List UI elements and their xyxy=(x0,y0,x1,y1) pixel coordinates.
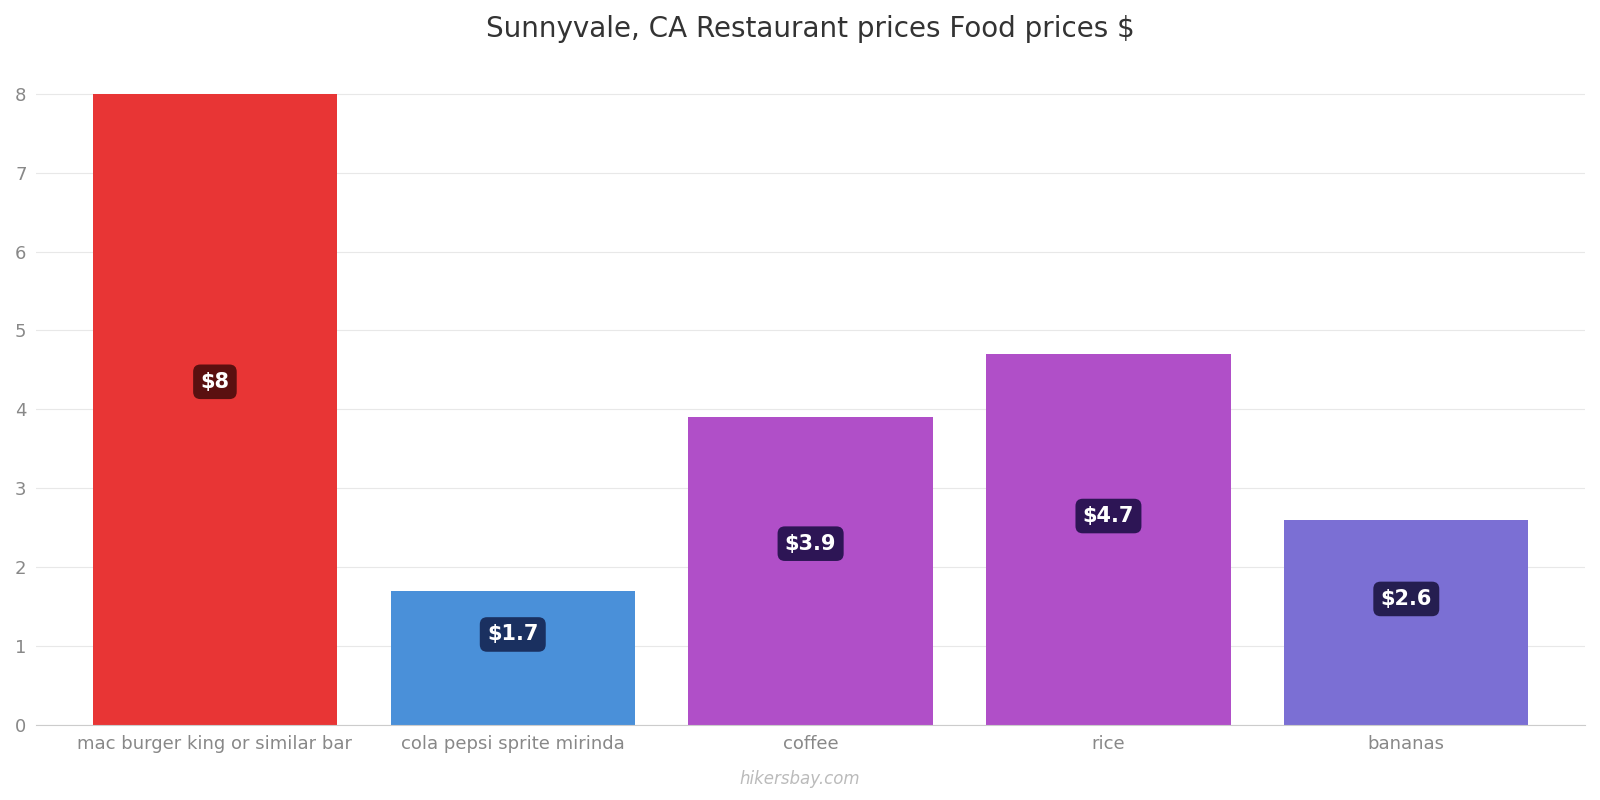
Text: $1.7: $1.7 xyxy=(486,625,539,645)
Bar xyxy=(986,354,1230,726)
Text: $4.7: $4.7 xyxy=(1083,506,1134,526)
Text: $8: $8 xyxy=(200,372,229,392)
Text: hikersbay.com: hikersbay.com xyxy=(739,770,861,788)
Title: Sunnyvale, CA Restaurant prices Food prices $: Sunnyvale, CA Restaurant prices Food pri… xyxy=(486,15,1134,43)
Text: $2.6: $2.6 xyxy=(1381,589,1432,609)
Bar xyxy=(390,591,635,726)
Bar xyxy=(93,94,338,726)
Bar xyxy=(688,418,933,726)
Text: $3.9: $3.9 xyxy=(786,534,837,554)
Bar xyxy=(1285,520,1528,726)
